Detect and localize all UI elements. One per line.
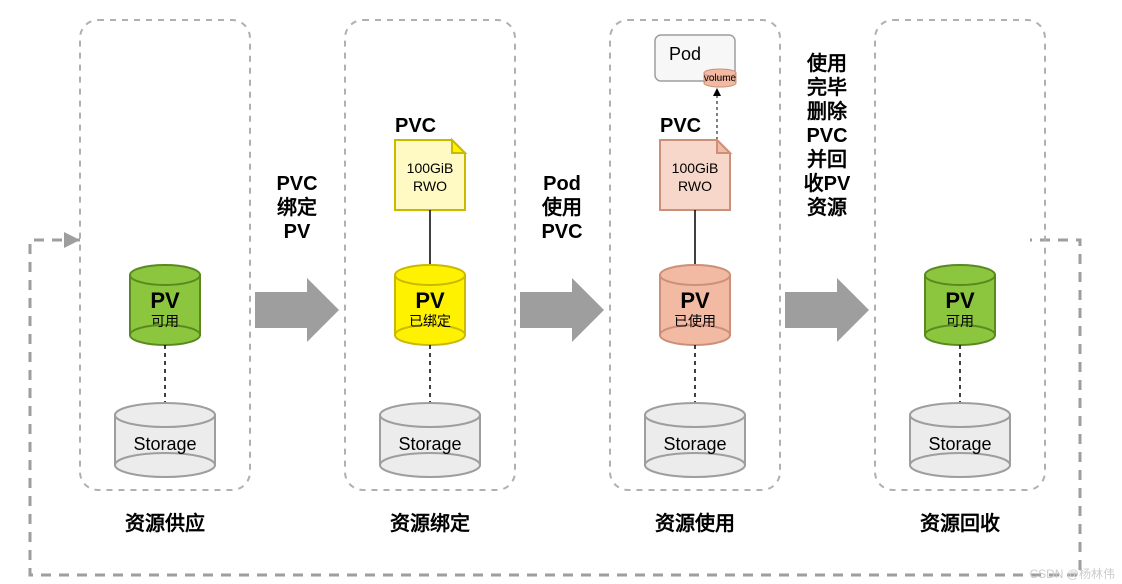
pv-sub-1: 可用 (151, 313, 179, 329)
pvc-line1-2: 100GiB (407, 160, 454, 176)
pod-box: Pod volume (655, 35, 737, 87)
stage-4-panel: PV 可用 Storage 资源回收 (875, 20, 1045, 535)
storage-label-4: Storage (928, 434, 991, 454)
pv-title-2: PV (415, 288, 445, 313)
pv-title-3: PV (680, 288, 710, 313)
pvc-line1-3: 100GiB (672, 160, 719, 176)
storage-label-2: Storage (398, 434, 461, 454)
storage-label-1: Storage (133, 434, 196, 454)
arrow3-line7: 资源 (807, 195, 847, 219)
stage-caption-4: 资源回收 (920, 511, 1000, 535)
stage-caption-2: 资源绑定 (390, 511, 470, 535)
arrow-3: 使用 完毕 删除 PVC 并回 收PV 资源 (785, 51, 869, 342)
arrow3-line2: 完毕 (807, 75, 847, 99)
pvc-note-stage3: 100GiB RWO (660, 140, 730, 210)
arrow3-line5: 并回 (807, 147, 847, 171)
arrow-1: PVC 绑定 PV (255, 173, 339, 342)
arrow3-line1: 使用 (806, 51, 847, 75)
arrow-2: Pod 使用 PVC (520, 173, 604, 342)
pv-cylinder-stage3: PV 已使用 (660, 265, 730, 345)
pvc-title-3: PVC (660, 115, 701, 137)
pod-label: Pod (669, 44, 701, 64)
pv-title-4: PV (945, 288, 975, 313)
storage-cylinder-2: Storage (380, 403, 480, 477)
arrow3-line3: 删除 (807, 99, 848, 123)
storage-cylinder-1: Storage (115, 403, 215, 477)
pvc-title-2: PVC (395, 115, 436, 137)
pvc-line2-2: RWO (413, 178, 447, 194)
arrow3-line4: PVC (806, 125, 847, 147)
pvc-line2-3: RWO (678, 178, 712, 194)
watermark: CSDN @杨林伟 (1029, 566, 1115, 581)
arrow1-line3: PV (284, 221, 311, 243)
arrow1-line1: PVC (276, 173, 317, 195)
pv-sub-2: 已绑定 (409, 313, 451, 329)
arrow2-line2: 使用 (541, 195, 582, 219)
stage-caption-1: 资源供应 (125, 511, 205, 535)
pvc-note-stage2: 100GiB RWO (395, 140, 465, 210)
pv-lifecycle-diagram: PV 可用 Storage 资源供应 PVC 100GiB RWO (0, 0, 1122, 584)
stage-2-panel: PVC 100GiB RWO PV 已绑定 Storage 资源绑定 (345, 20, 515, 535)
stage-caption-3: 资源使用 (655, 511, 735, 535)
pv-sub-4: 可用 (946, 313, 974, 329)
arrow2-line3: PVC (541, 221, 582, 243)
arrow3-line6: 收PV (804, 171, 851, 195)
pv-cylinder-stage4: PV 可用 (925, 265, 995, 345)
arrow2-line1: Pod (543, 173, 581, 195)
stage-1-panel: PV 可用 Storage 资源供应 (80, 20, 250, 535)
volume-label: volume (704, 73, 737, 84)
storage-cylinder-3: Storage (645, 403, 745, 477)
pv-cylinder-stage2: PV 已绑定 (395, 265, 465, 345)
storage-cylinder-4: Storage (910, 403, 1010, 477)
stage-3-panel: Pod volume PVC 100GiB RWO PV 已使 (610, 20, 780, 535)
arrow1-line2: 绑定 (277, 195, 317, 219)
pv-cylinder-stage1: PV 可用 (130, 265, 200, 345)
pv-title-1: PV (150, 288, 180, 313)
pv-sub-3: 已使用 (674, 313, 716, 329)
storage-label-3: Storage (663, 434, 726, 454)
